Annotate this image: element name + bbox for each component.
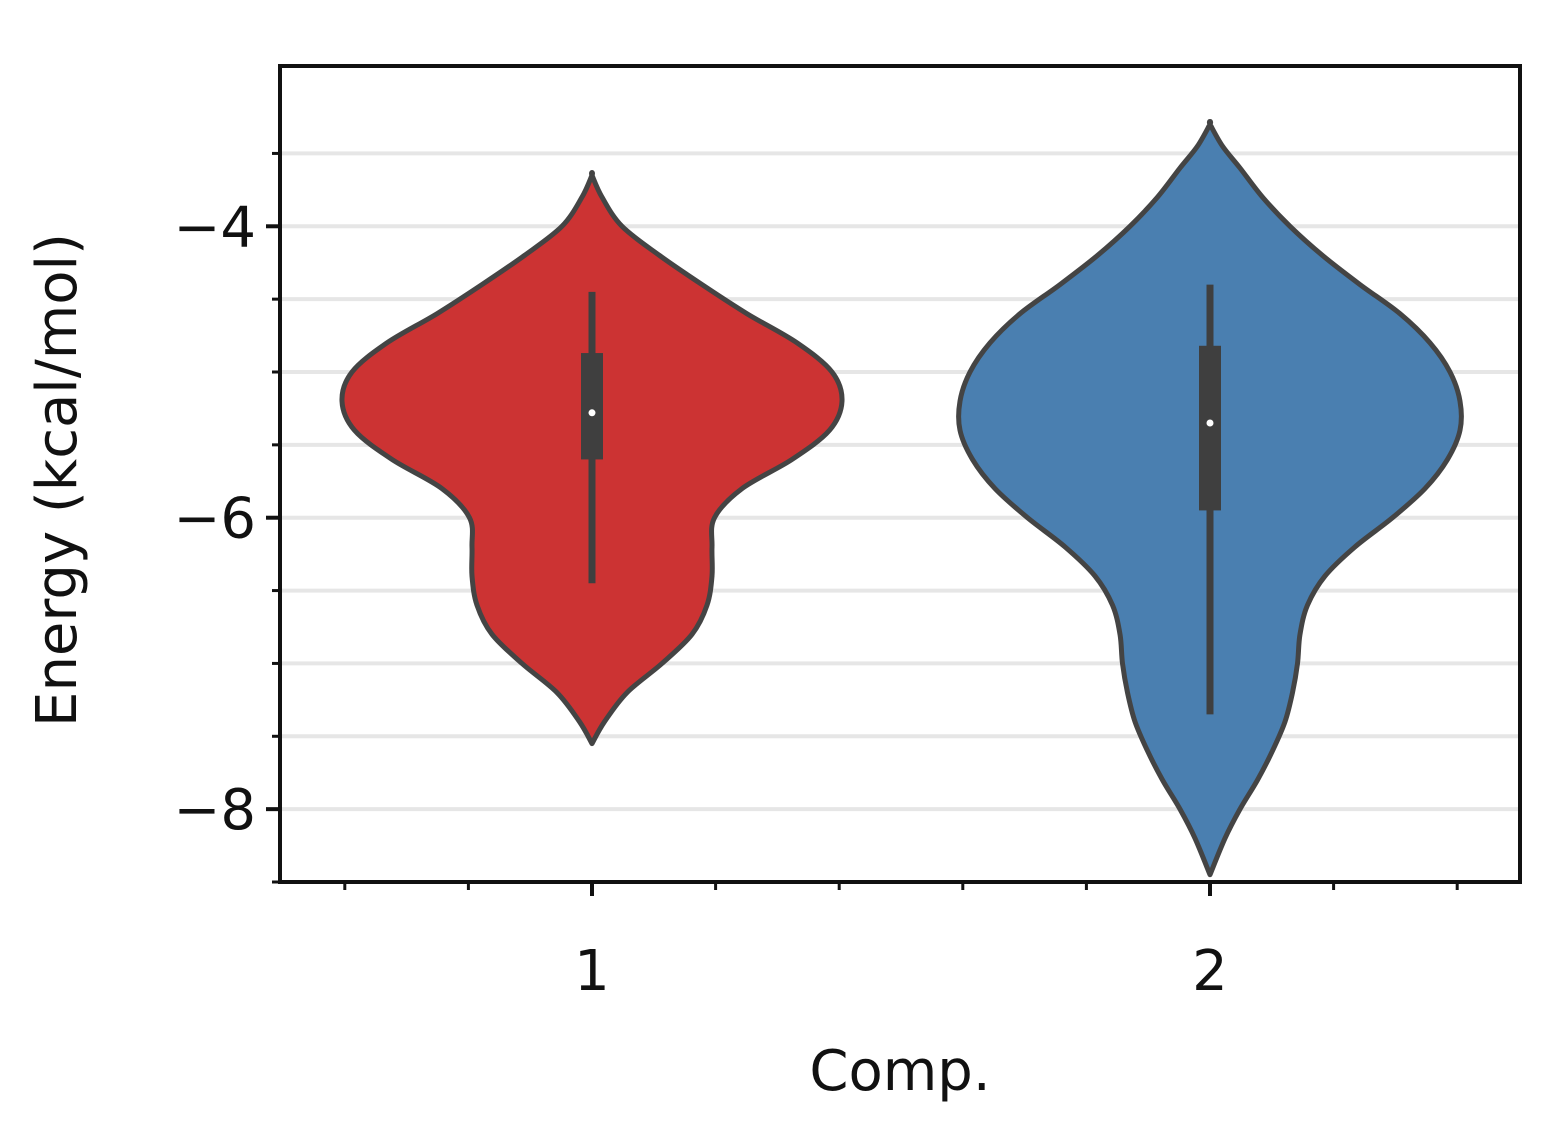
y-axis-label: Energy (kcal/mol) — [25, 233, 90, 727]
plot-frame — [278, 64, 1522, 884]
y-tick-label: −6 — [173, 487, 256, 552]
y-tick-label: −4 — [173, 195, 256, 260]
ticks: −8 −6 −4 1 2 — [173, 151, 1459, 1004]
y-tick-label: −8 — [173, 778, 256, 843]
median-dot-2 — [1206, 419, 1214, 427]
violins — [339, 119, 1464, 878]
iqr-box-1 — [581, 353, 603, 460]
x-axis-label: Comp. — [809, 1039, 990, 1104]
x-tick-label: 2 — [1192, 939, 1228, 1004]
iqr-box-2 — [1199, 345, 1221, 511]
x-tick-label: 1 — [574, 939, 610, 1004]
median-dot-1 — [588, 409, 596, 417]
